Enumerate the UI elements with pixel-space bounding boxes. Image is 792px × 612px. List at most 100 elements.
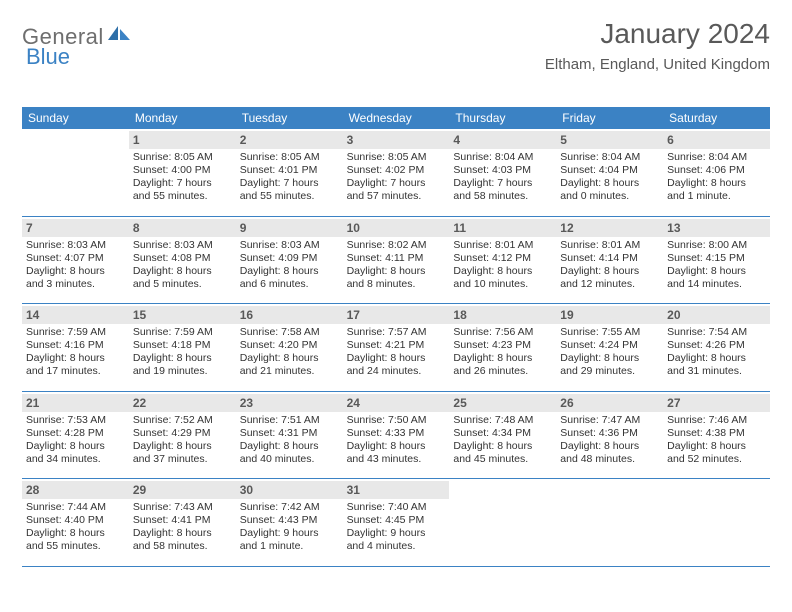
day-cell: 12 Sunrise: 8:01 AMSunset: 4:14 PMDayligh… (556, 217, 663, 304)
weekday-header-cell: Sunday (22, 107, 129, 129)
day-number: 6 (663, 131, 770, 149)
sunset-line: Sunset: 4:41 PM (133, 514, 232, 527)
day-cell: 11Sunrise: 8:01 AMSunset: 4:12 PMDayligh… (449, 217, 556, 304)
day-number: 28 (22, 481, 129, 499)
day-cell: 1Sunrise: 8:05 AMSunset: 4:00 PMDaylight… (129, 129, 236, 216)
sunrise-line: Sunrise: 7:59 AM (133, 326, 232, 339)
day-number: 5 (556, 131, 663, 149)
day-cell: 18Sunrise: 7:56 AMSunset: 4:23 PMDayligh… (449, 304, 556, 391)
sunset-line: Sunset: 4:24 PM (560, 339, 659, 352)
day-body: Sunrise: 7:46 AMSunset: 4:38 PMDaylight:… (667, 414, 766, 467)
daylight-line: Daylight: 8 hours and 10 minutes. (453, 265, 552, 291)
day-body: Sunrise: 8:03 AMSunset: 4:09 PMDaylight:… (240, 239, 339, 292)
daylight-line: Daylight: 8 hours and 45 minutes. (453, 440, 552, 466)
sunset-line: Sunset: 4:11 PM (347, 252, 446, 265)
sunrise-line: Sunrise: 8:01 AM (453, 239, 552, 252)
day-number: 15 (129, 306, 236, 324)
daylight-line: Daylight: 8 hours and 58 minutes. (133, 527, 232, 553)
daylight-line: Daylight: 7 hours and 58 minutes. (453, 177, 552, 203)
sunrise-line: Sunrise: 7:54 AM (667, 326, 766, 339)
day-cell: 25Sunrise: 7:48 AMSunset: 4:34 PMDayligh… (449, 392, 556, 479)
day-number: 19 (556, 306, 663, 324)
sunrise-line: Sunrise: 8:05 AM (133, 151, 232, 164)
weekday-header-cell: Thursday (449, 107, 556, 129)
daylight-line: Daylight: 8 hours and 40 minutes. (240, 440, 339, 466)
brand-sail-icon (108, 24, 130, 42)
day-number: 23 (236, 394, 343, 412)
sunrise-line: Sunrise: 8:04 AM (667, 151, 766, 164)
sunset-line: Sunset: 4:31 PM (240, 427, 339, 440)
day-number: 26 (556, 394, 663, 412)
sunset-line: Sunset: 4:06 PM (667, 164, 766, 177)
day-cell: 4 Sunrise: 8:04 AMSunset: 4:03 PMDaylight… (449, 129, 556, 216)
day-cell: 26 Sunrise: 7:47 AMSunset: 4:36 PMDayligh… (556, 392, 663, 479)
daylight-line: Daylight: 8 hours and 24 minutes. (347, 352, 446, 378)
day-cell: 10Sunrise: 8:02 AMSunset: 4:11 PMDayligh… (343, 217, 450, 304)
day-body: Sunrise: 7:47 AMSunset: 4:36 PMDaylight:… (560, 414, 659, 467)
location-text: Eltham, England, United Kingdom (545, 56, 770, 73)
day-body: Sunrise: 8:02 AMSunset: 4:11 PMDaylight:… (347, 239, 446, 292)
day-body: Sunrise: 8:03 AMSunset: 4:08 PMDaylight:… (133, 239, 232, 292)
day-cell: 13Sunrise: 8:00 AMSunset: 4:15 PMDayligh… (663, 217, 770, 304)
day-body: Sunrise: 8:00 AMSunset: 4:15 PMDaylight:… (667, 239, 766, 292)
day-body: Sunrise: 7:44 AMSunset: 4:40 PMDaylight:… (26, 501, 125, 554)
day-body: Sunrise: 8:05 AMSunset: 4:02 PMDaylight:… (347, 151, 446, 204)
day-body: Sunrise: 7:50 AMSunset: 4:33 PMDaylight:… (347, 414, 446, 467)
sunrise-line: Sunrise: 7:55 AM (560, 326, 659, 339)
day-number: 31 (343, 481, 450, 499)
day-body: Sunrise: 7:54 AMSunset: 4:26 PMDaylight:… (667, 326, 766, 379)
sunset-line: Sunset: 4:15 PM (667, 252, 766, 265)
daylight-line: Daylight: 9 hours and 1 minute. (240, 527, 339, 553)
daylight-line: Daylight: 8 hours and 1 minute. (667, 177, 766, 203)
day-cell: 3Sunrise: 8:05 AMSunset: 4:02 PMDaylight… (343, 129, 450, 216)
header: General January 2024 Eltham, England, Un… (22, 18, 770, 73)
day-cell: 30Sunrise: 7:42 AMSunset: 4:43 PMDayligh… (236, 479, 343, 566)
daylight-line: Daylight: 8 hours and 0 minutes. (560, 177, 659, 203)
sunset-line: Sunset: 4:02 PM (347, 164, 446, 177)
day-cell: 23Sunrise: 7:51 AMSunset: 4:31 PMDayligh… (236, 392, 343, 479)
sunset-line: Sunset: 4:03 PM (453, 164, 552, 177)
day-number: 8 (129, 219, 236, 237)
sunset-line: Sunset: 4:45 PM (347, 514, 446, 527)
daylight-line: Daylight: 8 hours and 31 minutes. (667, 352, 766, 378)
day-number: 4 (449, 131, 556, 149)
day-cell: 8 Sunrise: 8:03 AMSunset: 4:08 PMDaylight… (129, 217, 236, 304)
day-cell: 19 Sunrise: 7:55 AMSunset: 4:24 PMDayligh… (556, 304, 663, 391)
weekday-header-cell: Tuesday (236, 107, 343, 129)
sunrise-line: Sunrise: 7:57 AM (347, 326, 446, 339)
daylight-line: Daylight: 8 hours and 48 minutes. (560, 440, 659, 466)
sunrise-line: Sunrise: 7:52 AM (133, 414, 232, 427)
sunrise-line: Sunrise: 8:05 AM (347, 151, 446, 164)
daylight-line: Daylight: 8 hours and 26 minutes. (453, 352, 552, 378)
day-number: 16 (236, 306, 343, 324)
day-body: Sunrise: 7:43 AMSunset: 4:41 PMDaylight:… (133, 501, 232, 554)
day-cell: 31Sunrise: 7:40 AMSunset: 4:45 PMDayligh… (343, 479, 450, 566)
sunrise-line: Sunrise: 8:04 AM (453, 151, 552, 164)
day-number: 14 (22, 306, 129, 324)
day-body: Sunrise: 7:55 AMSunset: 4:24 PMDaylight:… (560, 326, 659, 379)
calendar-document: General January 2024 Eltham, England, Un… (0, 0, 792, 567)
sunset-line: Sunset: 4:16 PM (26, 339, 125, 352)
daylight-line: Daylight: 8 hours and 3 minutes. (26, 265, 125, 291)
day-cell: 22Sunrise: 7:52 AMSunset: 4:29 PMDayligh… (129, 392, 236, 479)
day-body: Sunrise: 8:01 AMSunset: 4:12 PMDaylight:… (453, 239, 552, 292)
calendar-grid: SundayMondayTuesdayWednesdayThursdayFrid… (22, 107, 770, 567)
sunrise-line: Sunrise: 8:04 AM (560, 151, 659, 164)
sunset-line: Sunset: 4:23 PM (453, 339, 552, 352)
day-body: Sunrise: 7:59 AMSunset: 4:18 PMDaylight:… (133, 326, 232, 379)
weekday-header-cell: Friday (556, 107, 663, 129)
sunset-line: Sunset: 4:04 PM (560, 164, 659, 177)
sunset-line: Sunset: 4:43 PM (240, 514, 339, 527)
sunrise-line: Sunrise: 8:03 AM (26, 239, 125, 252)
day-cell: 29Sunrise: 7:43 AMSunset: 4:41 PMDayligh… (129, 479, 236, 566)
brand-text-blue: Blue (26, 44, 70, 69)
day-body: Sunrise: 8:04 AMSunset: 4:06 PMDaylight:… (667, 151, 766, 204)
day-number: 12 (556, 219, 663, 237)
sunset-line: Sunset: 4:29 PM (133, 427, 232, 440)
day-body: Sunrise: 7:57 AMSunset: 4:21 PMDaylight:… (347, 326, 446, 379)
day-cell: 0 (22, 129, 129, 216)
day-body: Sunrise: 8:01 AMSunset: 4:14 PMDaylight:… (560, 239, 659, 292)
day-cell: 0 (663, 479, 770, 566)
sunrise-line: Sunrise: 8:03 AM (240, 239, 339, 252)
sunset-line: Sunset: 4:01 PM (240, 164, 339, 177)
